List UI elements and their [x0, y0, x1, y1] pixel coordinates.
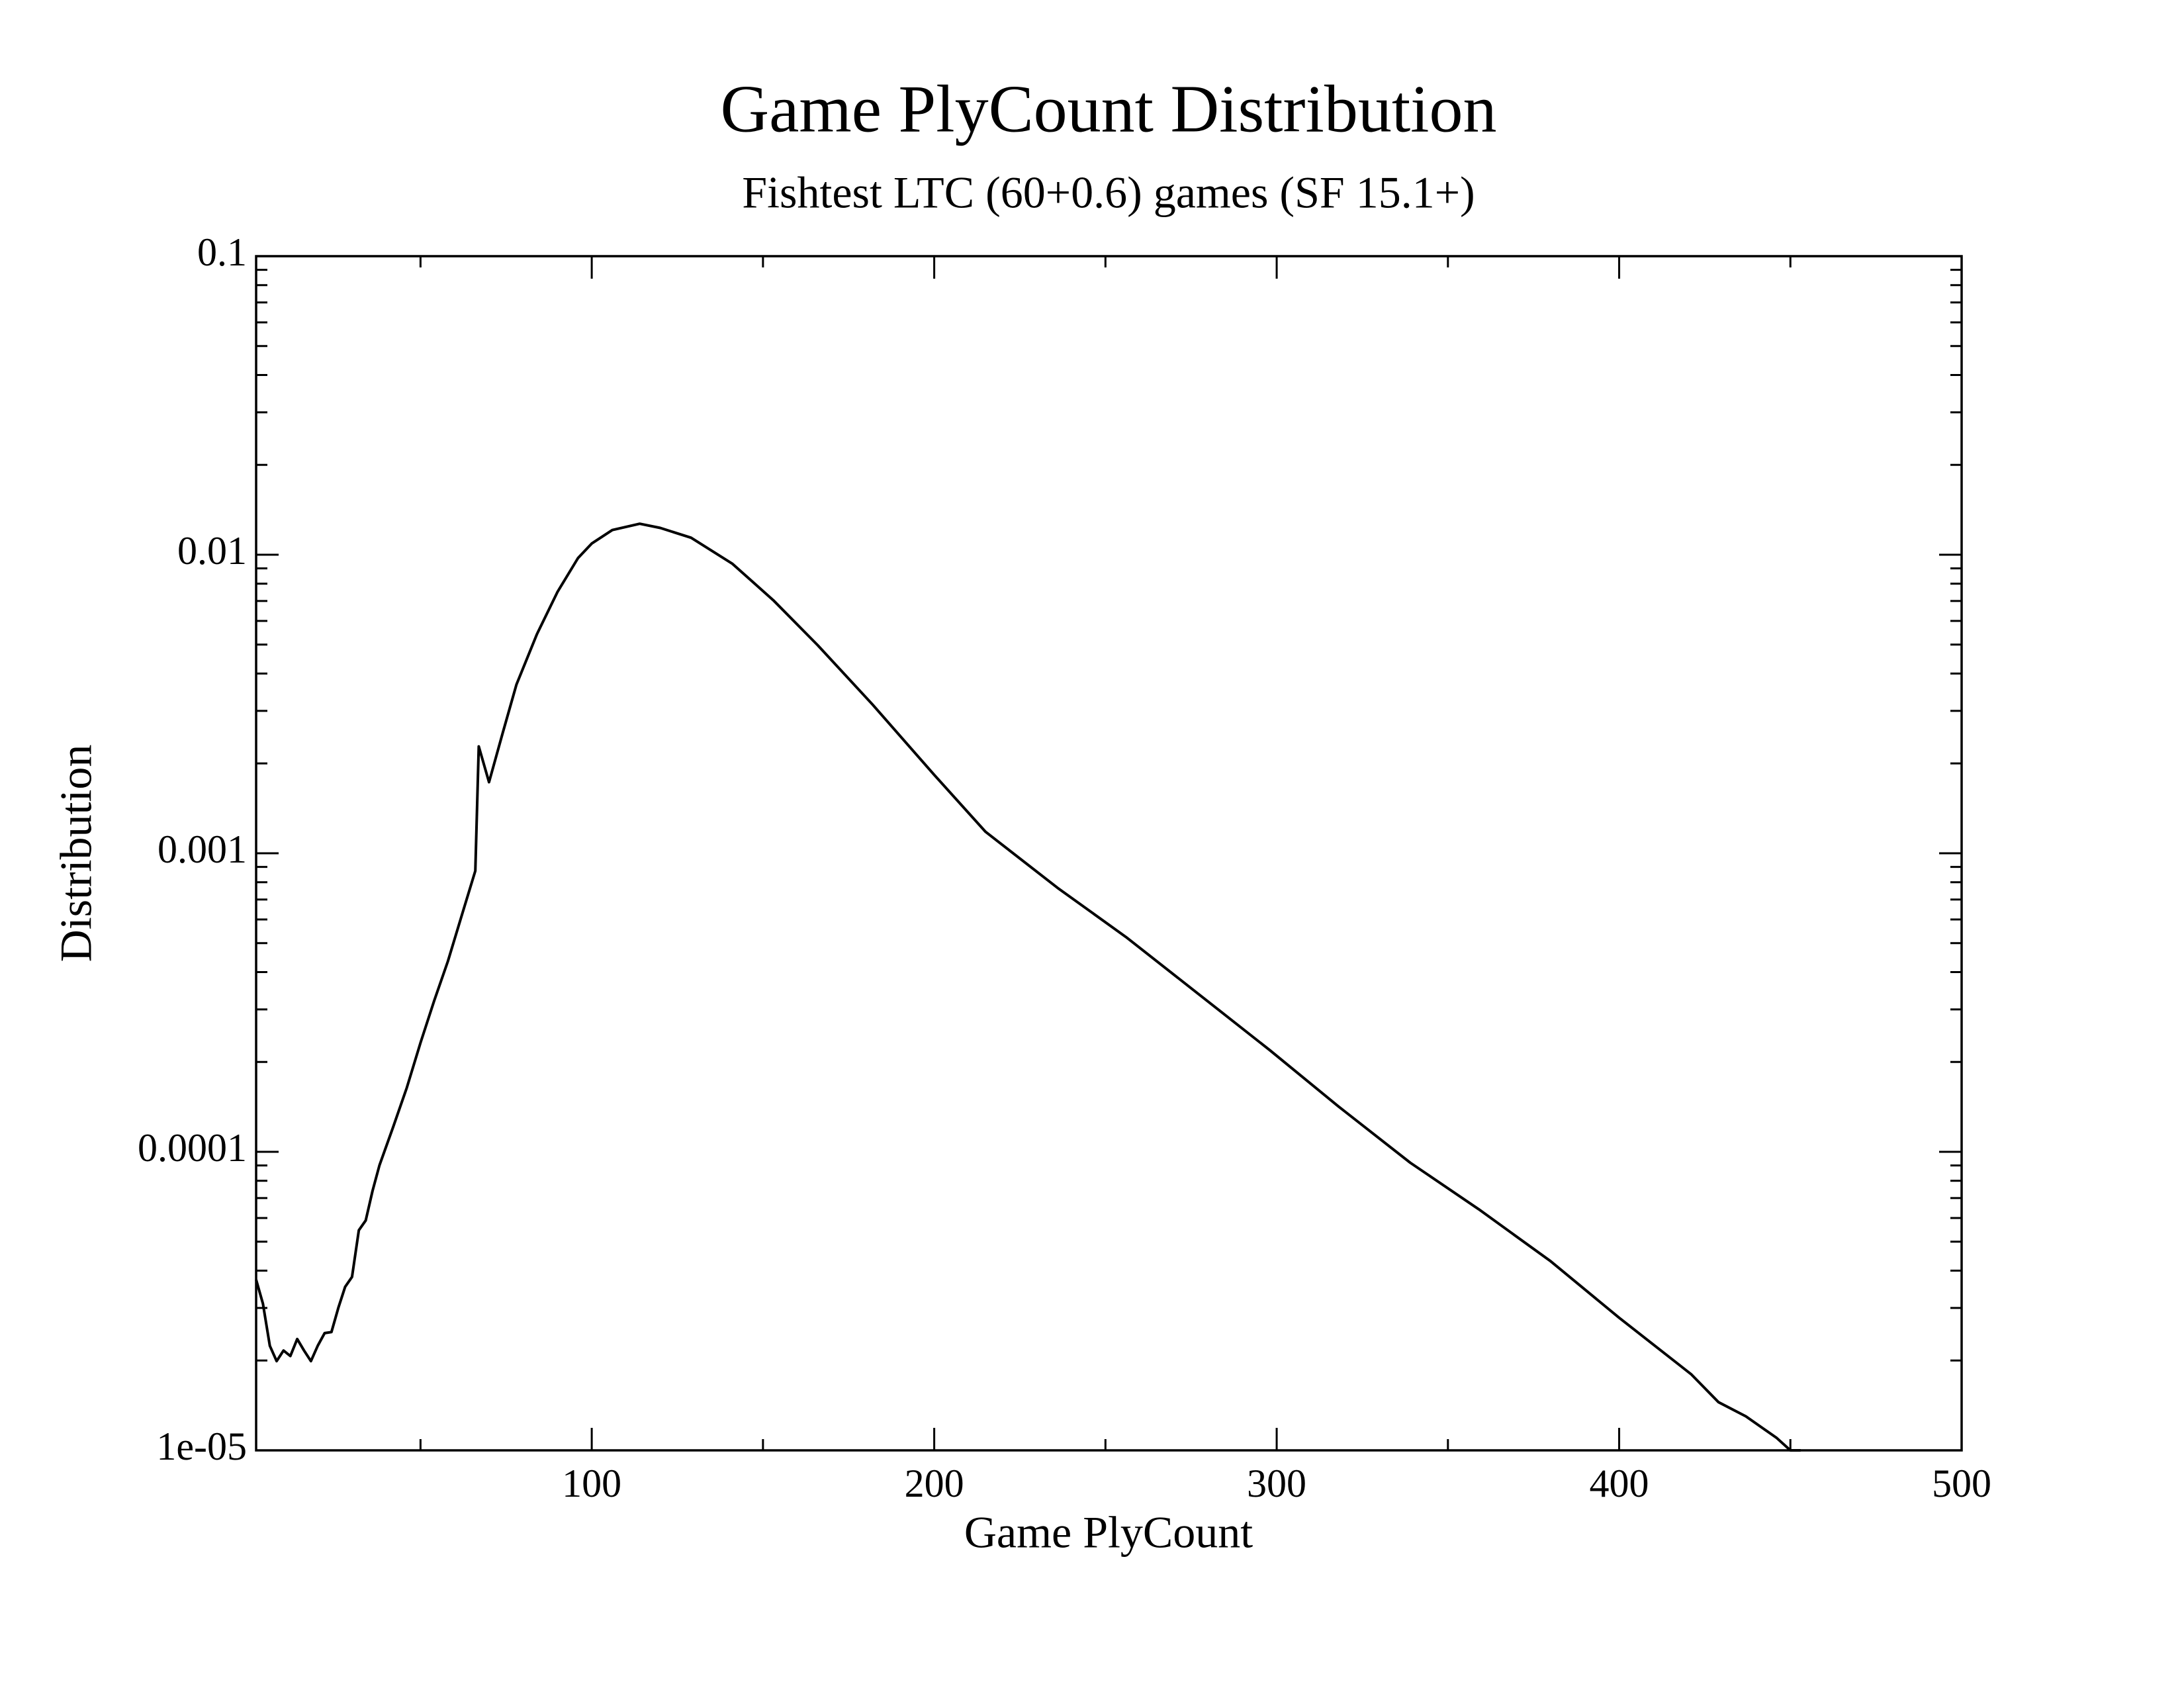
- y-tick-label: 0.0001: [138, 1126, 247, 1170]
- y-tick-label: 0.001: [158, 827, 247, 871]
- chart-title: Game PlyCount Distribution: [721, 71, 1497, 146]
- x-tick-label: 500: [1932, 1462, 1991, 1505]
- y-tick-label: 1e-05: [156, 1425, 247, 1468]
- data-line: [255, 522, 1801, 1452]
- x-tick-label: 400: [1590, 1462, 1649, 1505]
- y-tick-label: 0.1: [197, 230, 247, 274]
- x-tick-label: 100: [562, 1462, 621, 1505]
- x-tick-label: 200: [905, 1462, 964, 1505]
- x-tick-label: 300: [1247, 1462, 1306, 1505]
- y-tick-label: 0.01: [177, 529, 247, 573]
- x-axis-label: Game PlyCount: [964, 1507, 1253, 1558]
- y-axis-label: Distribution: [51, 745, 101, 962]
- plot-frame: [255, 255, 1963, 1452]
- chart-subtitle: Fishtest LTC (60+0.6) games (SF 15.1+): [742, 167, 1475, 218]
